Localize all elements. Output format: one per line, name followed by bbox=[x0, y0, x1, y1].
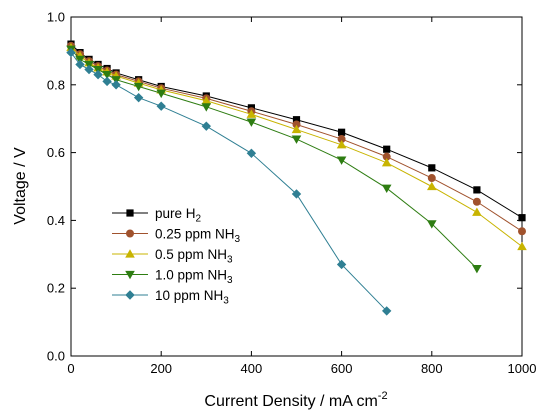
data-point bbox=[473, 186, 481, 194]
data-point bbox=[336, 259, 347, 270]
legend-label-subscript: 3 bbox=[223, 296, 229, 307]
legend-label: 1.0 ppm NH3 bbox=[155, 268, 233, 287]
data-point bbox=[156, 89, 166, 99]
legend-label-subscript: 2 bbox=[196, 214, 202, 225]
data-point bbox=[518, 227, 526, 236]
series-2 bbox=[66, 42, 527, 251]
data-point bbox=[156, 101, 166, 111]
data-point bbox=[133, 82, 144, 92]
y-tick-label: 1.0 bbox=[47, 10, 65, 25]
data-point bbox=[291, 124, 302, 134]
data-point bbox=[382, 152, 391, 161]
legend-label-main: 1.0 ppm NH bbox=[155, 268, 227, 283]
x-axis-title-superscript: -2 bbox=[378, 390, 388, 402]
data-point bbox=[517, 241, 527, 251]
y-tick-label: 0.8 bbox=[47, 77, 65, 92]
x-tick-label: 400 bbox=[241, 361, 263, 376]
x-tick-label: 200 bbox=[150, 361, 172, 376]
x-tick-label: 800 bbox=[421, 361, 443, 376]
data-point bbox=[246, 109, 257, 118]
data-point bbox=[102, 76, 112, 87]
data-point bbox=[337, 135, 346, 144]
data-point bbox=[336, 156, 347, 165]
data-point bbox=[383, 145, 391, 153]
data-point bbox=[382, 306, 392, 316]
data-point bbox=[336, 140, 347, 149]
legend-marker bbox=[125, 249, 135, 258]
series-3 bbox=[66, 45, 482, 274]
y-tick-label: 0.2 bbox=[47, 281, 65, 296]
data-point bbox=[472, 207, 482, 216]
data-point bbox=[292, 120, 301, 129]
legend-label: pure H2 bbox=[155, 206, 202, 225]
legend-entry-1: 0.25 ppm NH3 bbox=[112, 227, 241, 246]
series-layer bbox=[66, 40, 527, 316]
data-point bbox=[246, 118, 257, 127]
data-point bbox=[518, 214, 526, 222]
series-4 bbox=[66, 47, 392, 316]
x-axis-title: Current Density / mA cm-2 bbox=[204, 390, 387, 410]
legend-label-subscript: 3 bbox=[227, 255, 233, 266]
series-line bbox=[70, 43, 523, 219]
data-point bbox=[472, 264, 482, 274]
data-point bbox=[102, 71, 112, 80]
legend-entry-4: 10 ppm NH3 bbox=[112, 288, 229, 307]
data-point bbox=[291, 135, 302, 144]
data-point bbox=[93, 69, 103, 80]
legend-marker bbox=[125, 270, 135, 280]
data-point bbox=[201, 121, 211, 131]
data-point bbox=[427, 220, 437, 229]
x-tick-label: 1000 bbox=[508, 361, 537, 376]
plot-frame bbox=[70, 16, 523, 357]
legend-marker bbox=[125, 290, 135, 300]
data-point bbox=[111, 80, 121, 90]
legend-label-main: pure H bbox=[155, 206, 196, 221]
x-tick-label: 0 bbox=[67, 361, 74, 376]
data-point bbox=[133, 92, 144, 103]
data-point bbox=[292, 116, 301, 124]
data-point bbox=[291, 189, 302, 199]
plot-area-border bbox=[70, 16, 523, 357]
legend-entry-3: 1.0 ppm NH3 bbox=[112, 268, 233, 287]
data-point bbox=[381, 157, 392, 167]
data-point bbox=[428, 164, 436, 172]
legend-entry-2: 0.5 ppm NH3 bbox=[112, 247, 233, 266]
legend-marker bbox=[126, 209, 134, 217]
data-point bbox=[246, 148, 257, 158]
data-point bbox=[66, 47, 76, 58]
series-line bbox=[70, 52, 388, 312]
legend-label-main: 0.5 ppm NH bbox=[155, 247, 227, 262]
legend-marker bbox=[126, 229, 134, 238]
y-tick-label: 0.6 bbox=[47, 145, 65, 160]
data-point bbox=[75, 59, 85, 70]
y-tick-label: 0.0 bbox=[47, 349, 65, 364]
x-tick-label: 600 bbox=[331, 361, 353, 376]
legend-label: 0.25 ppm NH3 bbox=[155, 227, 241, 246]
data-point bbox=[201, 95, 212, 105]
data-point bbox=[201, 103, 212, 112]
legend-label-main: 0.25 ppm NH bbox=[155, 227, 235, 242]
x-axis-title-main: Current Density / mA cm bbox=[204, 393, 377, 410]
axis-ticks: 0 200 400 600 800 1000 0.0 0.2 0.4 0.6 0.8 1.0 bbox=[47, 10, 537, 377]
legend-label: 10 ppm NH3 bbox=[155, 288, 229, 307]
series-line bbox=[70, 47, 523, 247]
data-point bbox=[338, 128, 346, 136]
legend-label-main: 10 ppm NH bbox=[155, 288, 223, 303]
data-point bbox=[472, 197, 481, 206]
y-axis-title: Voltage / V bbox=[12, 147, 29, 225]
data-point bbox=[427, 181, 437, 191]
legend-label-subscript: 3 bbox=[235, 234, 241, 245]
data-point bbox=[381, 184, 392, 193]
y-tick-label: 0.4 bbox=[47, 213, 65, 228]
series-line bbox=[70, 45, 523, 232]
legend-entry-0: pure H2 bbox=[112, 206, 202, 225]
data-point bbox=[84, 64, 94, 75]
data-point bbox=[427, 174, 436, 183]
legend-label: 0.5 ppm NH3 bbox=[155, 247, 233, 266]
legend-label-subscript: 3 bbox=[227, 275, 233, 286]
